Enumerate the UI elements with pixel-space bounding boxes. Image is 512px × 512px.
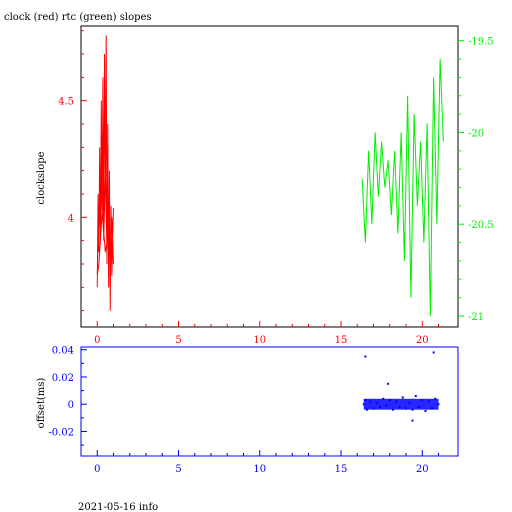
offset-point: [411, 419, 414, 422]
offset-point: [434, 397, 437, 400]
offset-point: [385, 404, 388, 407]
slopes-right-tick-label: -19.5: [468, 37, 494, 48]
chart-title: clock (red) rtc (green) slopes: [4, 12, 152, 23]
slopes-right-tick-label: -20.5: [468, 220, 494, 231]
offset-x-tick-label: 0: [94, 464, 100, 475]
offset-point: [437, 403, 440, 406]
slopes-x-tick-label: 5: [175, 335, 181, 346]
slopes-right-axis: -21 -20.5 -20 -19.5: [458, 37, 494, 323]
offset-plot: offset(ms) 0 5 10 15 20 -0.02 0 0.02 0.04: [36, 346, 459, 475]
offset-point: [372, 407, 375, 410]
offset-x-axis: 0 5 10 15 20: [94, 450, 439, 475]
offset-point: [395, 400, 398, 403]
slopes-plot-frame: [80, 25, 459, 328]
offset-point: [392, 408, 394, 411]
slopes-right-tick-label: -20: [468, 128, 484, 139]
offset-point: [405, 407, 407, 410]
offset-x-tick-label: 5: [175, 464, 181, 475]
offset-point: [427, 400, 430, 403]
offset-point: [408, 401, 411, 404]
offset-point: [401, 396, 404, 399]
offset-y-tick-label: 0.04: [52, 346, 74, 357]
offset-x-tick-label: 15: [335, 464, 348, 475]
offset-point: [382, 397, 385, 400]
offset-point: [432, 351, 435, 354]
offset-plot-frame: [80, 346, 459, 457]
offset-y-axis: -0.02 0 0.02 0.04: [48, 346, 87, 446]
slopes-x-tick-label: 0: [94, 335, 100, 346]
offset-y-tick-label: -0.02: [48, 427, 74, 438]
offset-y-axis-label: offset(ms): [36, 378, 47, 429]
offset-noise-band: [363, 398, 439, 410]
slopes-left-tick-label: 4.5: [58, 97, 74, 108]
offset-point: [414, 395, 417, 398]
offset-x-tick-label: 20: [416, 464, 429, 475]
slopes-x-tick-label: 15: [335, 335, 348, 346]
offset-point: [387, 382, 390, 385]
slopes-x-tick-label: 10: [253, 335, 266, 346]
offset-y-tick-label: 0: [68, 400, 74, 411]
slopes-left-axis: 44.5: [58, 30, 87, 312]
offset-point: [424, 410, 427, 413]
offset-point: [411, 408, 414, 411]
offset-point: [379, 405, 381, 408]
slopes-left-tick-label: 4: [68, 213, 74, 224]
offset-point: [366, 408, 368, 411]
slopes-x-axis: 0 5 10 15 20: [94, 321, 439, 346]
offset-point: [421, 399, 424, 402]
clock-series-line: [96, 35, 114, 311]
slopes-plot: clockslope 0 5 10 15 20 44.5 -21-20.5-20-19.…: [36, 25, 494, 346]
offset-point: [388, 399, 391, 402]
offset-series-points: [362, 351, 440, 422]
slopes-x-tick-label: 20: [416, 335, 429, 346]
offset-x-tick-label: 10: [253, 464, 266, 475]
slopes-right-tick-label: -21: [468, 312, 484, 323]
offset-point: [369, 400, 372, 403]
slopes-y-axis-label: clockslope: [36, 151, 47, 204]
offset-point: [431, 407, 433, 410]
footer-date: 2021-05-16 info: [78, 502, 158, 512]
offset-point: [364, 355, 367, 358]
offset-point: [398, 405, 401, 408]
offset-y-tick-label: 0.02: [52, 373, 74, 384]
offset-point: [375, 401, 378, 404]
rtc-series-line: [361, 59, 444, 316]
offset-point: [418, 405, 420, 408]
offset-point: [362, 403, 365, 406]
offset-point: [364, 399, 367, 402]
